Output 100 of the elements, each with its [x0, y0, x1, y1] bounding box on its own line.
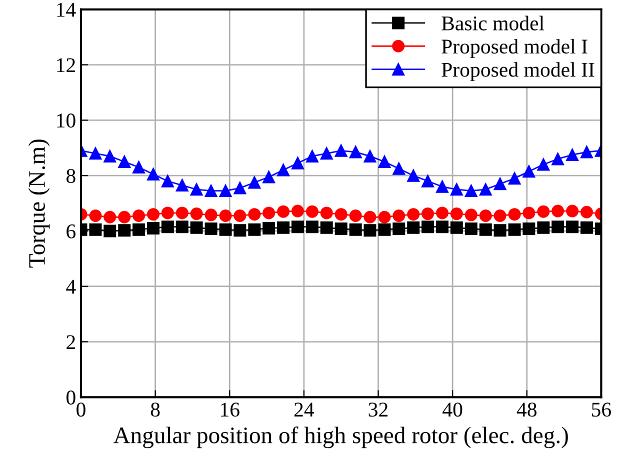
point: [161, 206, 174, 220]
point: [580, 206, 593, 218]
point: [522, 206, 536, 220]
point: [392, 222, 406, 236]
point: [436, 206, 449, 220]
point: [464, 208, 478, 222]
point: [306, 205, 318, 218]
point: [552, 220, 564, 234]
point: [450, 208, 463, 220]
point: [219, 209, 232, 222]
point: [349, 223, 362, 236]
point: [291, 220, 304, 234]
y-tick-label: 6: [66, 224, 76, 238]
point: [277, 164, 290, 176]
point: [89, 147, 102, 160]
x-tick-label: 24: [294, 402, 314, 416]
point: [277, 221, 290, 234]
point: [176, 179, 188, 192]
legend-label: Basic model: [442, 16, 544, 30]
point: [537, 158, 550, 171]
point: [580, 221, 593, 234]
y-tick-label: 10: [57, 114, 76, 128]
point: [479, 223, 492, 236]
point: [479, 209, 492, 222]
point: [118, 224, 131, 237]
point: [422, 174, 434, 188]
point: [219, 184, 232, 198]
point: [262, 222, 276, 234]
point: [552, 204, 564, 218]
x-tick-label: 48: [516, 402, 536, 417]
point: [306, 150, 318, 162]
point: [104, 150, 116, 162]
point: [89, 209, 102, 222]
point: [494, 209, 506, 222]
point: [522, 222, 536, 236]
point: [566, 148, 579, 162]
point: [132, 223, 146, 236]
y-tick-label: 8: [66, 168, 76, 184]
point: [436, 180, 449, 193]
legend-label: Proposed model I: [442, 38, 588, 58]
point: [190, 221, 203, 234]
point: [277, 205, 290, 218]
point: [464, 222, 478, 236]
y-axis-title: Torque (N.m): [28, 140, 50, 268]
point: [320, 147, 333, 160]
point: [204, 208, 218, 222]
point: [161, 220, 174, 234]
x-tick-label: 40: [442, 402, 462, 417]
point: [248, 223, 261, 236]
point: [204, 184, 218, 198]
point: [422, 208, 434, 220]
point: [364, 224, 376, 237]
point: [422, 220, 434, 234]
point: [450, 183, 463, 196]
point: [147, 222, 160, 234]
y-tick-label: 12: [57, 58, 75, 72]
y-tick-label: 14: [57, 2, 76, 17]
point: [132, 161, 146, 174]
point: [537, 221, 550, 234]
point: [291, 156, 304, 170]
legend-label: Proposed model II: [442, 62, 594, 82]
point: [566, 220, 579, 234]
point: [234, 209, 246, 222]
point: [118, 155, 131, 168]
point: [334, 222, 348, 236]
point: [537, 205, 550, 218]
point: [508, 208, 521, 221]
point: [436, 220, 449, 234]
point: [450, 221, 463, 234]
point: [104, 224, 116, 238]
point: [349, 209, 362, 222]
point: [190, 183, 203, 196]
point: [176, 220, 188, 234]
point: [334, 144, 348, 157]
point: [161, 174, 174, 188]
point: [147, 168, 160, 180]
point: [291, 204, 304, 218]
point: [334, 208, 348, 221]
point: [248, 208, 261, 221]
x-tick-label: 56: [592, 402, 611, 417]
point: [364, 150, 376, 162]
point: [132, 209, 146, 222]
point: [204, 222, 218, 236]
point: [176, 206, 188, 220]
point: [508, 172, 521, 185]
x-tick-label: 8: [150, 402, 160, 417]
point: [89, 223, 102, 236]
point: [407, 169, 420, 182]
point: [494, 178, 506, 190]
point: [378, 210, 391, 224]
x-axis-title: Angular position of high speed rotor (elec. deg.): [113, 426, 568, 448]
point: [320, 206, 333, 220]
point: [522, 165, 536, 178]
point: [219, 223, 232, 236]
point: [407, 221, 420, 234]
point: [378, 155, 391, 168]
point: [104, 210, 116, 224]
point: [306, 220, 318, 234]
point: [407, 208, 420, 221]
point: [248, 176, 261, 189]
